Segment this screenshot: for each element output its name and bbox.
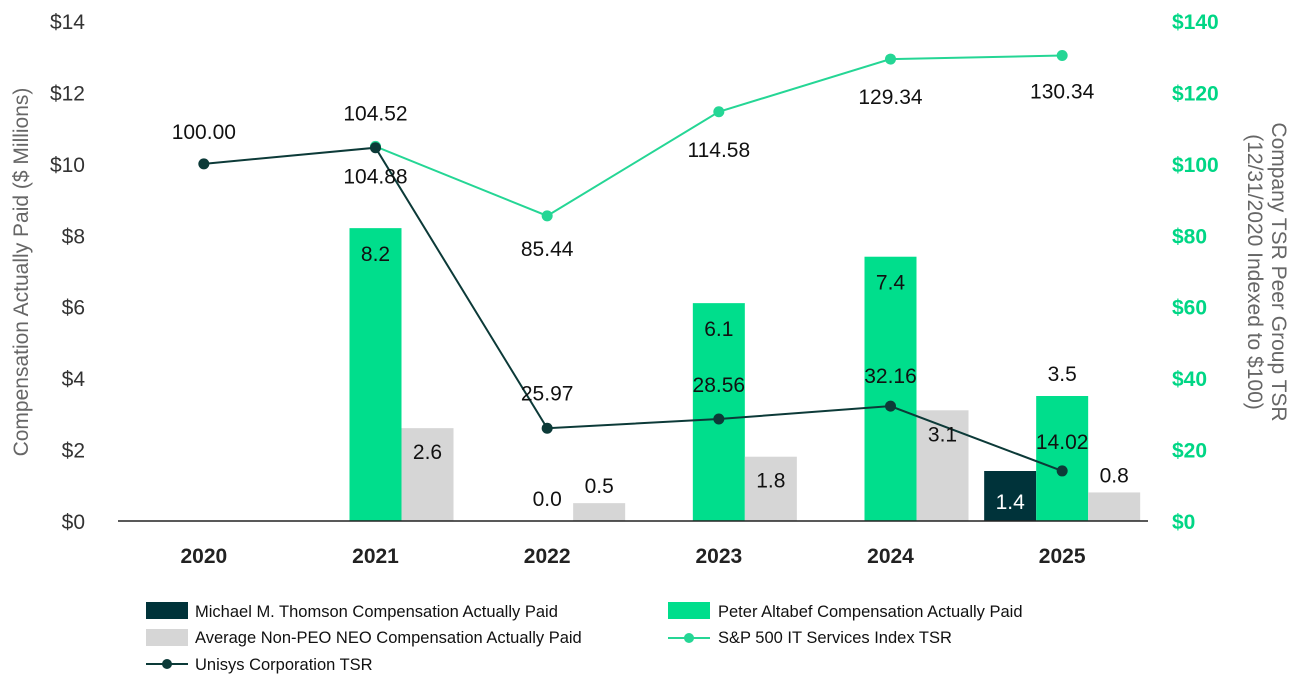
bar-data-label: 3.1 <box>928 423 957 446</box>
legend-marker-unisys <box>162 659 172 669</box>
bar-data-label: 0.5 <box>585 475 614 498</box>
x-tick-label: 2021 <box>352 545 399 568</box>
series-point <box>541 210 553 222</box>
bar-data-label: 0.0 <box>533 488 562 511</box>
right-tick-label: $0 <box>1172 511 1195 534</box>
x-tick-label: 2022 <box>524 545 571 568</box>
bar-data-label: 7.4 <box>876 272 906 295</box>
data-labels: 1.4 8.2 0.0 6.1 7.4 3.5 2.6 0.5 1.8 3.1 0.8 104.88 8… <box>172 81 1129 515</box>
tsr-data-label: 32.16 <box>864 365 917 388</box>
left-tick-label: $12 <box>50 82 85 105</box>
series-point <box>885 53 896 65</box>
left-axis-title: Compensation Actually Paid ($ Millions) <box>10 88 33 457</box>
right-tick-label: $60 <box>1172 297 1207 320</box>
bar-data-label: 1.4 <box>996 491 1026 514</box>
left-tick-label: $14 <box>50 11 85 34</box>
left-tick-label: $10 <box>50 154 85 177</box>
series-point <box>1056 465 1068 477</box>
bar <box>1088 492 1141 521</box>
tsr-data-label: 14.02 <box>1036 431 1089 454</box>
legend-label-unisys: Unisys Corporation TSR <box>195 656 373 674</box>
left-tick-label: $0 <box>62 511 85 534</box>
right-tick-label: $140 <box>1172 11 1219 34</box>
left-tick-label: $6 <box>62 297 85 320</box>
legend-label-non-peo: Average Non-PEO NEO Compensation Actuall… <box>195 629 582 647</box>
bar-data-label: 6.1 <box>704 318 733 341</box>
series-point <box>885 400 896 412</box>
legend-swatch-non-peo <box>146 629 188 646</box>
x-axis: 2020 2021 2022 2023 2024 2025 <box>180 545 1085 568</box>
tsr-data-label: 100.00 <box>172 121 236 144</box>
right-tick-label: $80 <box>1172 225 1207 248</box>
series-point <box>370 142 381 154</box>
legend: Michael M. Thomson Compensation Actually… <box>146 602 1023 674</box>
legend-marker-sp500 <box>684 633 694 643</box>
left-axis: $0 $2 $4 $6 $8 $10 $12 $14 <box>50 11 85 534</box>
bar <box>984 471 1037 521</box>
bar-data-label: 3.5 <box>1048 363 1077 386</box>
x-tick-label: 2025 <box>1039 545 1086 568</box>
bar-data-label: 8.2 <box>361 243 390 266</box>
tsr-data-label: 85.44 <box>521 238 574 261</box>
bar <box>573 503 626 521</box>
legend-swatch-altabef <box>668 602 710 619</box>
series-point <box>541 422 553 434</box>
bar-data-label: 0.8 <box>1100 464 1129 487</box>
series-point <box>713 413 725 425</box>
bar <box>864 256 917 521</box>
series-line <box>375 54 1063 217</box>
x-tick-label: 2023 <box>695 545 742 568</box>
x-tick-label: 2024 <box>867 545 914 568</box>
bar <box>401 428 454 521</box>
right-tick-label: $120 <box>1172 82 1219 105</box>
tsr-data-label: 129.34 <box>858 86 923 109</box>
line-series <box>198 50 1068 477</box>
series-line <box>203 146 1063 472</box>
bar <box>916 410 969 521</box>
right-axis-title-line2: (12/31/2020 Indexed to $100) <box>1243 134 1266 410</box>
tsr-data-label: 104.88 <box>343 165 407 188</box>
right-tick-label: $100 <box>1172 154 1219 177</box>
bar-data-label: 1.8 <box>756 470 785 493</box>
bar <box>349 228 402 521</box>
legend-label-altabef: Peter Altabef Compensation Actually Paid <box>718 603 1023 621</box>
left-tick-label: $8 <box>62 225 85 248</box>
legend-label-sp500: S&P 500 IT Services Index TSR <box>718 629 952 647</box>
bar-data-label: 2.6 <box>413 441 442 464</box>
series-point <box>198 158 210 170</box>
left-tick-label: $2 <box>62 440 85 463</box>
tsr-data-label: 28.56 <box>693 374 746 397</box>
tsr-data-label: 25.97 <box>521 382 574 405</box>
bar <box>1036 396 1089 521</box>
tsr-data-label: 104.52 <box>343 103 407 126</box>
bar-series <box>349 228 1141 521</box>
left-tick-label: $4 <box>62 368 86 391</box>
right-tick-label: $20 <box>1172 440 1207 463</box>
tsr-data-label: 130.34 <box>1030 81 1095 104</box>
bar <box>692 303 745 521</box>
right-axis: $0 $20 $40 $60 $80 $100 $120 $140 <box>1172 11 1219 534</box>
series-point <box>1056 50 1068 61</box>
bar <box>744 456 797 521</box>
legend-label-thomson: Michael M. Thomson Compensation Actually… <box>195 603 558 621</box>
x-tick-label: 2020 <box>180 545 227 568</box>
right-tick-label: $40 <box>1172 368 1207 391</box>
tsr-data-label: 114.58 <box>687 139 750 162</box>
series-point <box>713 106 725 118</box>
right-axis-title-line1: Company TSR Peer Group TSR <box>1267 122 1290 421</box>
legend-swatch-thomson <box>146 602 188 619</box>
